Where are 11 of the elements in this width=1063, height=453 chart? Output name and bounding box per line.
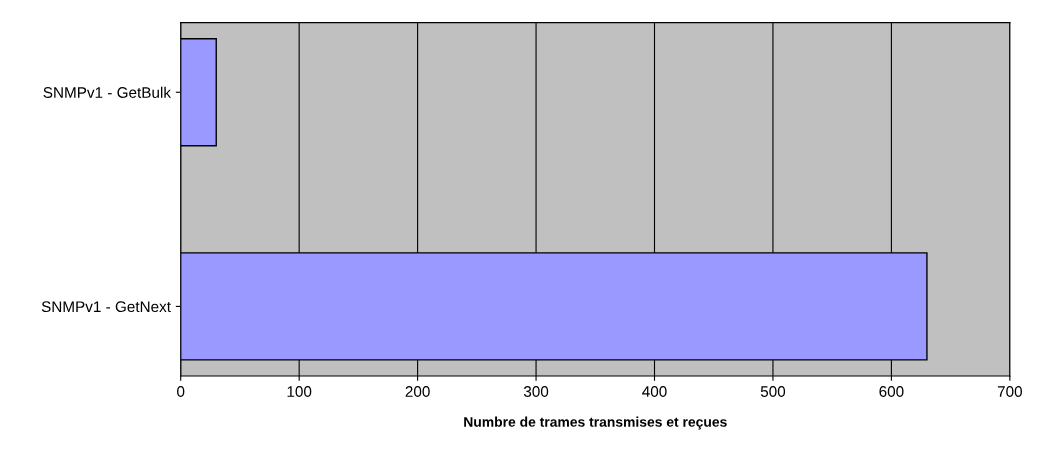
x-tick-label: 700 (997, 386, 1022, 397)
x-tick-label: 500 (760, 386, 786, 397)
x-tick-label: 300 (523, 386, 549, 397)
y-tick-label: SNMPv1 - GetNext (41, 301, 171, 313)
y-tick-label: SNMPv1 - GetBulk (43, 86, 172, 98)
x-tick-label: 400 (642, 386, 667, 397)
x-tick-label: 600 (879, 386, 904, 397)
x-tick-label: 100 (287, 386, 312, 397)
x-axis-title: Numbre de trames transmises et reçues (464, 416, 727, 430)
x-tick-label: 0 (177, 386, 185, 397)
x-tick-label: 200 (405, 386, 430, 397)
